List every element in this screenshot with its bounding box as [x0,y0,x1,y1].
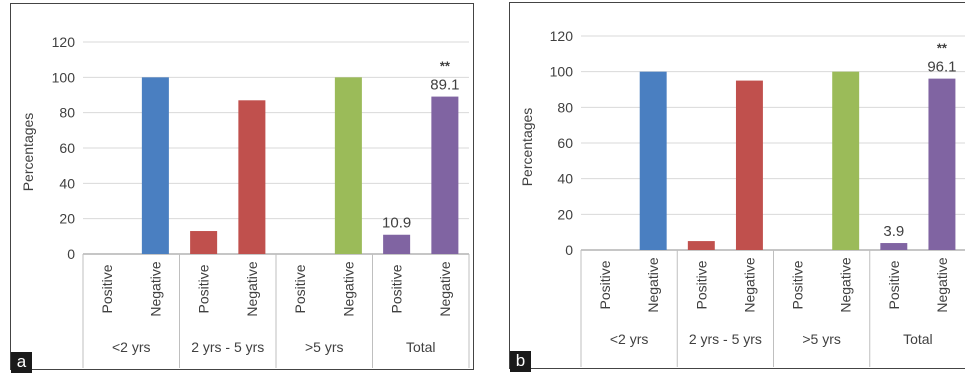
chart-panel-a: 0 20 40 60 80 100 120 Percentages Positive Negati… [10,3,474,373]
bar-positive [383,234,411,254]
group-label: <2 yrs [610,331,649,347]
category-label: Negative [244,261,260,316]
bar-positive [880,243,908,250]
y-tick-label: 60 [59,140,75,156]
y-tick-label: 40 [557,171,573,187]
category-label: Positive [292,264,308,313]
group-label: <2 yrs [112,339,151,355]
category-label: Negative [934,257,950,312]
y-tick-label: 100 [550,64,574,80]
y-axis-label: Percentages [519,108,535,187]
group-label: 2 yrs - 5 yrs [689,331,762,347]
data-label: 89.1 [430,77,459,94]
y-tick-label: 40 [59,175,75,191]
y-tick-label: 20 [557,206,573,222]
y-tick-label: 0 [565,242,573,258]
category-label: Positive [196,264,212,313]
category-label: Positive [886,260,902,309]
y-tick-label: 120 [550,28,574,44]
bar-negative [928,78,956,250]
bar-positive [687,241,715,250]
bar-negative [141,77,169,254]
y-tick-label: 80 [557,99,573,115]
significance-annotation: ** [440,59,451,74]
bar-negative [238,100,266,254]
data-label: 10.9 [382,215,411,232]
panel-letter-a: a [11,352,32,373]
y-tick-label: 60 [557,135,573,151]
bar-chart-a: 0 20 40 60 80 100 120 Percentages Positive Negati… [20,34,470,368]
bar-negative [334,77,362,254]
group-label: >5 yrs [802,331,841,347]
bar-negative [639,71,667,251]
y-tick-label: 20 [59,211,75,227]
bar-chart-b: 0 20 40 60 80 100 120 Percentages Positive Negati… [519,28,965,367]
category-label: Positive [99,264,115,313]
category-label: Negative [147,261,163,316]
significance-annotation: ** [937,41,948,56]
category-label: Positive [790,260,806,309]
bar-negative [431,96,459,254]
bar-negative [735,80,763,250]
category-label: Positive [389,264,405,313]
category-label: Positive [597,260,613,309]
category-label: Negative [645,257,661,312]
data-label: 3.9 [883,223,904,240]
group-label: 2 yrs - 5 yrs [191,339,264,355]
y-tick-label: 0 [67,246,75,262]
y-axis-label: Percentages [20,113,36,192]
bar-negative [832,71,860,251]
category-label: Negative [437,261,453,316]
panel-letter-b: b [510,351,531,372]
category-label: Negative [340,261,356,316]
y-tick-label: 80 [59,105,75,121]
category-label: Positive [693,260,709,309]
category-label: Negative [838,257,854,312]
bar-positive [190,231,218,254]
group-label: Total [903,331,933,347]
chart-panel-b: 0 20 40 60 80 100 120 Percentages Positive Negati… [509,2,965,372]
y-tick-label: 120 [52,34,76,50]
data-label: 96.1 [927,59,956,76]
group-label: Total [406,339,436,355]
category-label: Negative [741,257,757,312]
y-tick-label: 100 [52,69,76,85]
group-label: >5 yrs [305,339,344,355]
